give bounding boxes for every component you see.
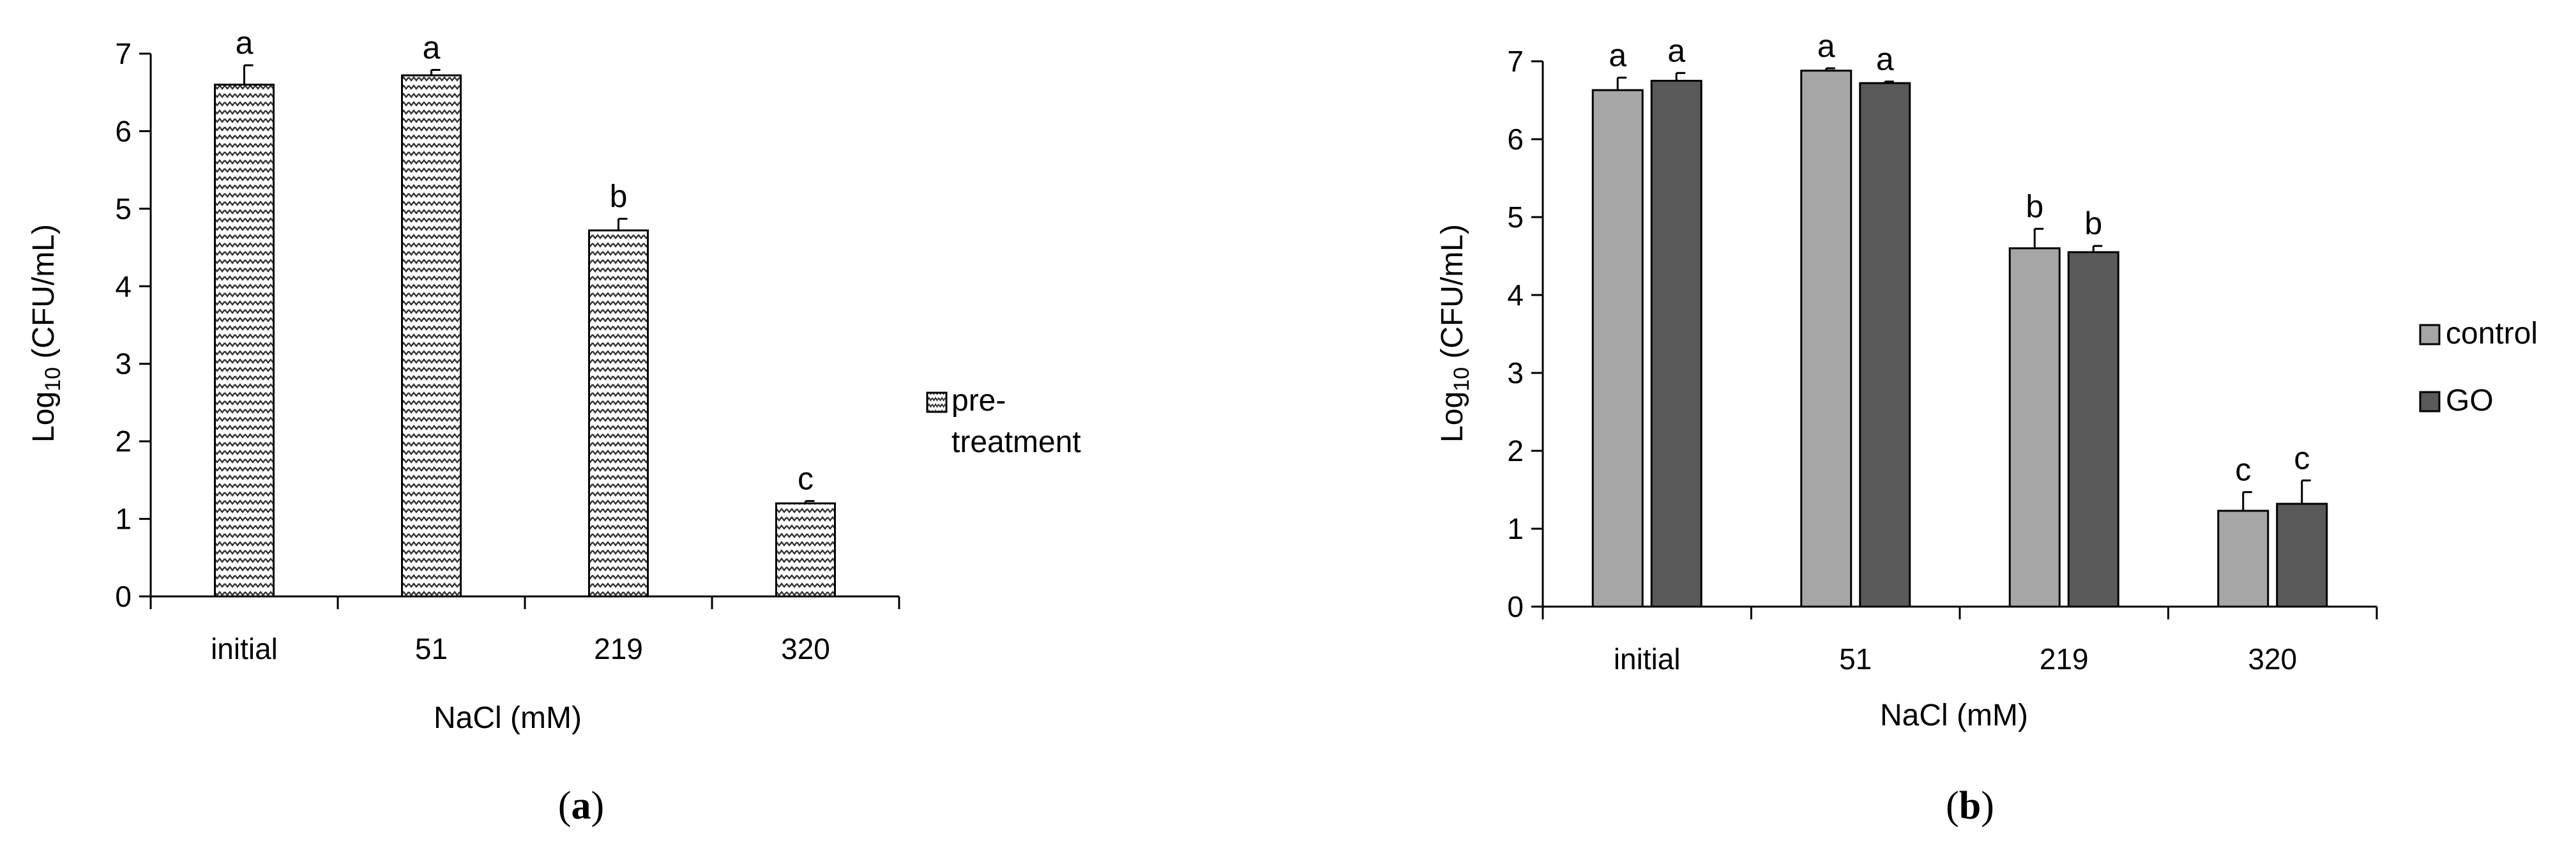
x-tick-label: 51 [415,632,448,665]
significance-letter: c [798,461,814,497]
chart-b: 0 1 2 3 4 5 6 7 initial 51 219 320 a a b c a a b c NaCl (m… [1436,28,2538,828]
bar-go-initial [1650,80,1702,608]
chart-b-y-axis-label: Log10 (CFU/mL) [1436,224,1474,443]
x-tick-label: 320 [781,632,830,665]
y-tick-label: 6 [115,114,132,148]
chart-a-legend: pre- treatment [926,384,1081,459]
significance-letter: b [2026,188,2043,224]
chart-b-x-axis-label: NaCl (mM) [1880,699,2028,732]
bar-pre-treatment-219 [588,229,649,598]
bar-control-320 [2217,510,2269,608]
chart-b-legend: control GO [2419,317,2538,418]
significance-letter: a [1817,28,1835,64]
y-label-subscript: 10 [1450,367,1474,391]
significance-letter: c [2294,440,2310,476]
significance-letter: a [236,25,254,61]
x-tick-label: 219 [2040,642,2089,676]
legend-label-pre-treatment-line2: treatment [951,425,1081,459]
legend-label-go: GO [2446,384,2494,418]
bar-go-320 [2276,503,2328,608]
chart-b-bars: a a b c a a b c [1591,28,2328,608]
y-tick-label: 2 [115,425,132,458]
y-label-subscript: 10 [41,367,65,391]
y-tick-label: 5 [1507,201,1524,234]
significance-letter: a [1609,38,1626,73]
panel-label-b: (b) [1946,784,1994,828]
bar-control-51 [1800,70,1852,608]
y-label-suffix: (CFU/mL) [27,224,61,367]
x-tick-label: 219 [594,632,643,665]
y-label-prefix: Log [1436,391,1469,443]
y-tick-label: 0 [115,580,132,613]
significance-letter: a [1667,33,1685,68]
chart-a: 0 1 2 3 4 5 6 7 initial 51 219 320 a a b c NaCl (mM) L… [27,25,1081,828]
chart-a-x-axis-label: NaCl (mM) [434,701,582,735]
y-tick-label: 7 [115,37,132,70]
significance-letter: a [423,30,441,66]
y-tick-label: 0 [1507,590,1524,623]
y-tick-label: 2 [1507,434,1524,467]
y-tick-label: 5 [115,192,132,225]
bar-control-219 [2008,247,2061,608]
y-tick-label: 3 [115,347,132,381]
significance-letter: a [1876,42,1894,77]
significance-letter: b [610,179,628,215]
legend-swatch-go [2419,391,2441,413]
x-tick-label: 51 [1839,642,1872,676]
bar-go-219 [2067,251,2119,608]
y-label-suffix: (CFU/mL) [1436,224,1469,367]
legend-swatch-control [2419,324,2441,345]
x-tick-label: initial [211,632,278,665]
y-tick-label: 1 [115,503,132,536]
chart-a-axes: 0 1 2 3 4 5 6 7 initial 51 219 320 [115,37,900,665]
y-tick-label: 7 [1507,45,1524,78]
significance-letter: b [2084,206,2102,241]
legend-swatch-pre-treatment [926,391,948,413]
y-tick-label: 1 [1507,512,1524,545]
bar-pre-treatment-51 [401,74,462,598]
legend-label-control: control [2446,317,2538,351]
x-tick-label: 320 [2248,642,2297,676]
y-tick-label: 3 [1507,356,1524,390]
chart-a-bars: a a b c [214,25,836,598]
legend-label-pre-treatment-line1: pre- [951,384,1006,418]
x-tick-label: initial [1614,642,1681,676]
y-tick-label: 6 [1507,123,1524,156]
significance-letter: c [2235,452,2251,488]
y-label-prefix: Log [27,391,61,443]
y-tick-label: 4 [115,269,132,303]
panel-label-a: (a) [558,784,604,828]
y-tick-label: 4 [1507,278,1524,312]
bar-go-51 [1859,82,1911,608]
chart-a-y-axis-label: Log10 (CFU/mL) [27,224,65,443]
bar-control-initial [1591,89,1644,608]
bar-pre-treatment-initial [214,84,275,598]
bar-pre-treatment-320 [775,502,836,598]
